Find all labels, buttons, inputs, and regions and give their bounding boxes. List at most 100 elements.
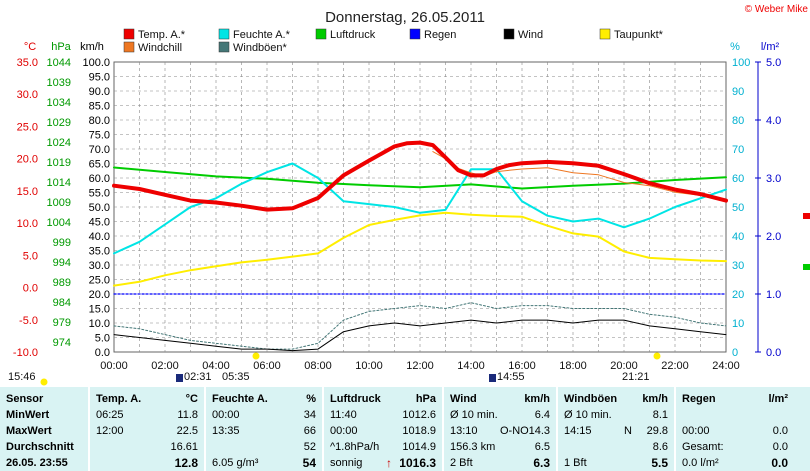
row-min: MinWert bbox=[6, 409, 50, 421]
temp-tick-label: 25.0 bbox=[17, 121, 38, 133]
pressure-title: Luftdruck bbox=[330, 393, 381, 405]
sun-events: 15:46 02:31 05:35 14:55 21:21 bbox=[8, 352, 661, 386]
wind-tick-label: 20.0 bbox=[89, 289, 110, 301]
humidity-tick-label: 50 bbox=[732, 202, 744, 214]
legend-swatch bbox=[409, 28, 421, 40]
humidity-min-time: 00:00 bbox=[212, 409, 240, 421]
humidity-tick-label: 90 bbox=[732, 86, 744, 98]
legend-swatch bbox=[218, 28, 230, 40]
temp-title: Temp. A. bbox=[96, 393, 142, 405]
wind-tick-label: 10.0 bbox=[89, 318, 110, 330]
x-tick-label: 16:00 bbox=[508, 360, 536, 372]
rain-total-label: Gesamt: bbox=[682, 441, 724, 453]
x-tick-label: 12:00 bbox=[406, 360, 434, 372]
rain-unit-label: l/m² bbox=[761, 41, 780, 53]
legend-swatch bbox=[218, 41, 230, 53]
wind-avg-label: Ø 10 min. bbox=[450, 409, 498, 421]
series-line-windb-en bbox=[113, 302, 727, 350]
x-tick-label: 14:00 bbox=[457, 360, 485, 372]
stats-gusts: Windböen km/h Ø 10 min. 8.1 14:15 N 29.8 8.6… bbox=[558, 387, 676, 471]
pressure-tick-label: 989 bbox=[53, 277, 71, 289]
gusts-max-time: 14:15 bbox=[564, 425, 592, 437]
humidity-title: Feuchte A. bbox=[212, 393, 268, 405]
wind-tick-label: 80.0 bbox=[89, 115, 110, 127]
temp-tick-label: 15.0 bbox=[17, 186, 38, 198]
rain-max-val: 0.0 bbox=[772, 425, 788, 437]
x-tick-label: 22:00 bbox=[661, 360, 689, 372]
humidity-min-val: 34 bbox=[303, 409, 316, 421]
pressure-tick-label: 984 bbox=[53, 297, 71, 309]
stats-wind: Wind km/h Ø 10 min. 6.4 13:10 O-NO 14.3 156.… bbox=[444, 387, 558, 471]
wind-tick-label: 35.0 bbox=[89, 246, 110, 258]
temp-current: 12.8 bbox=[174, 456, 198, 470]
rain-tick-label: 0.0 bbox=[766, 347, 781, 359]
wind-avg-day: 6.5 bbox=[534, 441, 550, 453]
wind-tick-label: 30.0 bbox=[89, 260, 110, 272]
pressure-tick-label: 1004 bbox=[47, 217, 71, 229]
wind-tick-label: 60.0 bbox=[89, 173, 110, 185]
temp-tick-label: 5.0 bbox=[23, 250, 38, 262]
pressure-tick-label: 994 bbox=[53, 257, 71, 269]
moon-marker-icon bbox=[489, 374, 496, 382]
wind-current: 6.3 bbox=[533, 456, 550, 470]
legend-label: Windböen* bbox=[233, 42, 288, 54]
pressure-unit-label: hPa bbox=[51, 41, 71, 53]
humidity-tick-label: 30 bbox=[732, 260, 744, 272]
rain-unit: l/m² bbox=[768, 393, 788, 405]
rain-tick-label: 3.0 bbox=[766, 173, 781, 185]
humidity-absolute: 6.05 g/m³ bbox=[212, 457, 259, 469]
humidity-tick-label: 100 bbox=[732, 57, 750, 69]
stats-pressure: Luftdruck hPa 11:40 1012.6 00:00 1018.9 ^1.… bbox=[324, 387, 444, 471]
row-max: MaxWert bbox=[6, 425, 52, 437]
wind-tick-label: 85.0 bbox=[89, 101, 110, 113]
legend-label: Wind bbox=[518, 29, 543, 41]
stats-rain: Regen l/m² 00:00 0.0 Gesamt: 0.0 0.0 l/m² 0.… bbox=[676, 387, 794, 471]
weather-text: sonnig bbox=[330, 457, 363, 469]
pressure-tick-label: 1039 bbox=[47, 77, 71, 89]
humidity-unit: % bbox=[306, 393, 316, 405]
gusts-avg-label: Ø 10 min. bbox=[564, 409, 612, 421]
legend-label: Luftdruck bbox=[330, 29, 376, 41]
temp-max-val: 22.5 bbox=[176, 425, 198, 437]
humidity-tick-label: 80 bbox=[732, 115, 744, 127]
wind-tick-label: 25.0 bbox=[89, 275, 110, 287]
pressure-tick-label: 979 bbox=[53, 317, 71, 329]
temp-avg: 16.61 bbox=[170, 441, 198, 453]
x-tick-label: 00:00 bbox=[100, 360, 128, 372]
legend: Temp. A.* Feuchte A.* Luftdruck Regen Wind Ta… bbox=[123, 28, 664, 54]
wind-distance: 156.3 km bbox=[450, 441, 496, 453]
sensor-header: Sensor bbox=[6, 393, 44, 405]
temp-tick-label: 0.0 bbox=[23, 283, 38, 295]
series-line-feuchte-a bbox=[113, 162, 727, 255]
humidity-tick-label: 10 bbox=[732, 318, 744, 330]
pressure-avg: 1014.9 bbox=[402, 441, 436, 453]
temp-tick-label: 30.0 bbox=[17, 89, 38, 101]
pressure-tick-label: 999 bbox=[53, 237, 71, 249]
gusts-title: Windböen bbox=[564, 393, 618, 405]
rain-current: 0.0 bbox=[771, 456, 788, 470]
wind-tick-label: 65.0 bbox=[89, 159, 110, 171]
row-avg: Durchschnitt bbox=[6, 441, 74, 453]
grid bbox=[114, 62, 726, 352]
chart-title: Donnerstag, 26.05.2011 bbox=[325, 9, 485, 26]
x-tick-label: 10:00 bbox=[355, 360, 383, 372]
pressure-tick-label: 1014 bbox=[47, 177, 71, 189]
temp-min-val: 11.8 bbox=[177, 409, 198, 421]
legend-swatch bbox=[123, 28, 135, 40]
rain-total-val: 0.0 bbox=[772, 441, 788, 453]
pressure-max-val: 1018.9 bbox=[402, 425, 436, 437]
series-lines bbox=[112, 140, 728, 352]
x-tick-label: 08:00 bbox=[304, 360, 332, 372]
sun-event-time: 21:21 bbox=[622, 371, 650, 383]
rain-current-label: 0.0 l/m² bbox=[682, 457, 719, 469]
stats-temp: Temp. A. °C 06:25 11.8 12:00 22.5 16.61 12.… bbox=[90, 387, 206, 471]
humidity-unit-label: % bbox=[730, 41, 740, 53]
temp-tick-label: -10.0 bbox=[13, 347, 38, 359]
humidity-tick-label: 40 bbox=[732, 231, 744, 243]
edge-marker-green bbox=[803, 264, 810, 270]
humidity-max-val: 66 bbox=[303, 425, 316, 437]
wind-tick-label: 70.0 bbox=[89, 144, 110, 156]
wind-tick-label: 90.0 bbox=[89, 86, 110, 98]
legend-label: Temp. A.* bbox=[138, 29, 186, 41]
legend-swatch bbox=[503, 28, 515, 40]
